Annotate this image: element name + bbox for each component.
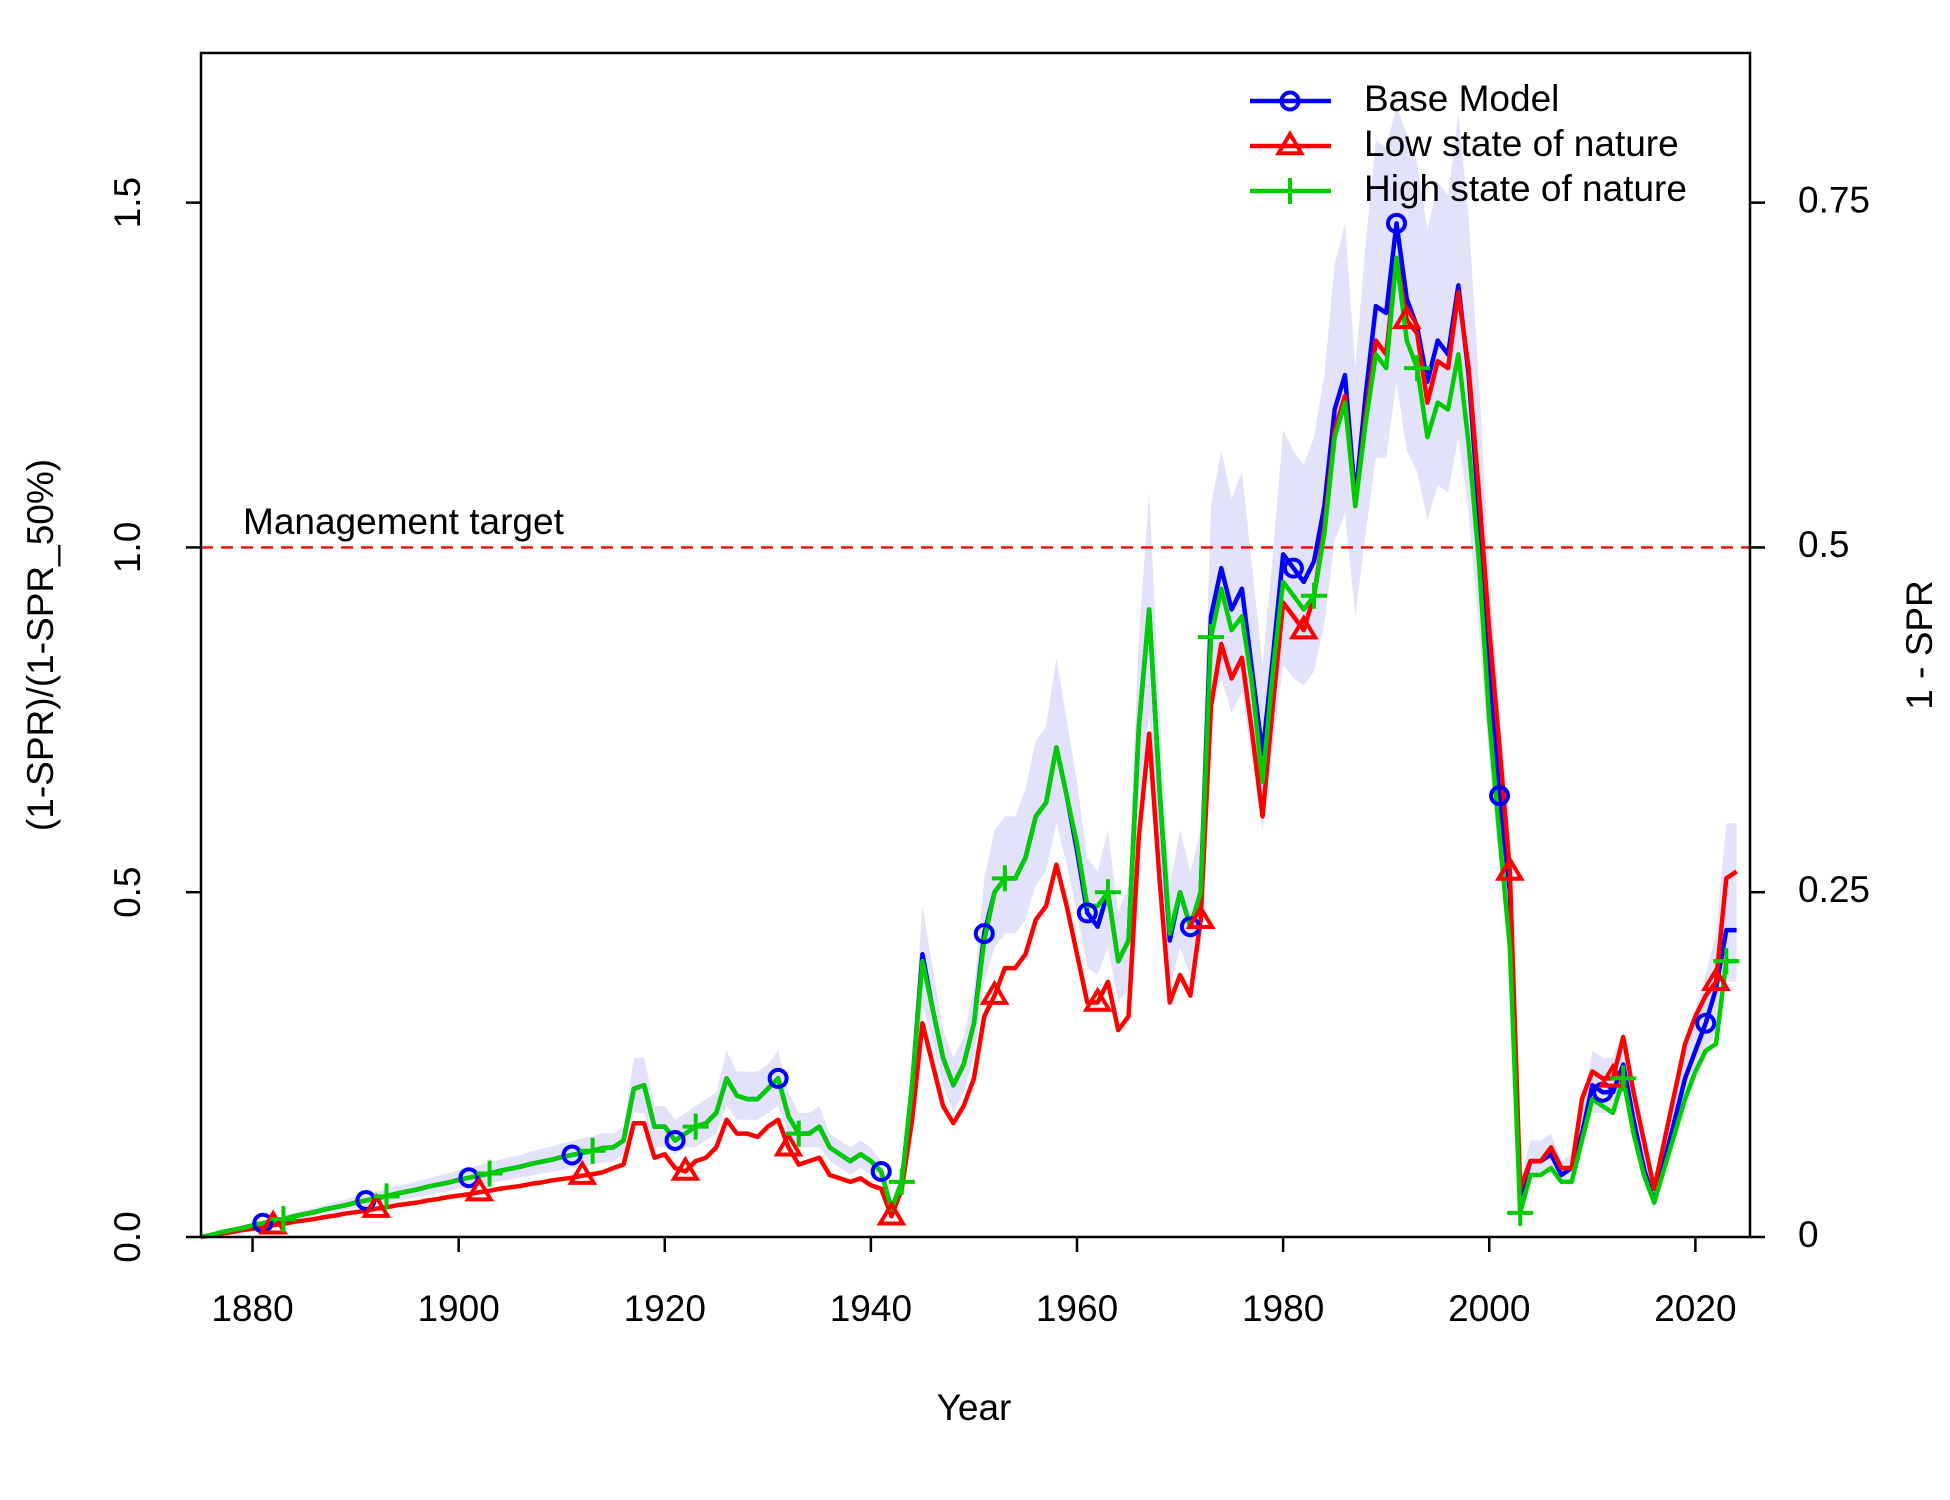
- marker: [1288, 614, 1319, 640]
- marker: [270, 1206, 297, 1233]
- marker: [1197, 624, 1224, 651]
- marker: [1279, 90, 1301, 112]
- legend-label: Low state of nature: [1364, 123, 1679, 164]
- reference-label: Management target: [243, 501, 565, 542]
- marker: [991, 865, 1018, 892]
- marker: [1185, 903, 1216, 929]
- marker: [476, 1160, 503, 1187]
- marker: [361, 1192, 392, 1218]
- marker: [1404, 355, 1431, 382]
- marker: [1713, 948, 1740, 975]
- confidence-band: [201, 106, 1737, 1237]
- marker: [664, 1129, 686, 1151]
- x-tick-label: 2000: [1448, 1288, 1530, 1329]
- marker: [973, 923, 995, 945]
- plot-frame: [199, 51, 1752, 1239]
- y2-tick-label: 0.5: [1798, 524, 1849, 565]
- marker: [567, 1159, 598, 1185]
- marker: [1301, 582, 1328, 609]
- y2-tick-label: 0.75: [1798, 179, 1870, 220]
- marker: [1507, 1199, 1534, 1226]
- y2-axis-title: 1 - SPR: [1899, 580, 1940, 710]
- y2-tick-label: 0.25: [1798, 869, 1870, 910]
- marker: [464, 1176, 495, 1202]
- marker: [458, 1167, 480, 1189]
- marker: [670, 1155, 701, 1181]
- marker: [1489, 785, 1511, 807]
- marker: [1701, 965, 1731, 992]
- x-tick-label: 2020: [1654, 1288, 1736, 1329]
- marker: [876, 1200, 907, 1226]
- y-tick-label: 0.0: [107, 1211, 148, 1262]
- marker: [1277, 178, 1303, 204]
- y-tick-label: 1.5: [107, 177, 148, 228]
- marker: [258, 1209, 289, 1235]
- x-axis-title: Year: [937, 1387, 1012, 1428]
- y-tick-label: 0.5: [107, 866, 148, 917]
- marker: [1076, 902, 1098, 924]
- marker: [682, 1113, 709, 1140]
- marker: [773, 1131, 804, 1157]
- plot-area: Management target: [200, 106, 1750, 1240]
- marker: [1275, 130, 1305, 156]
- marker: [373, 1183, 400, 1210]
- marker: [1391, 303, 1422, 330]
- marker: [785, 1120, 812, 1147]
- y2-tick-label: 0: [1798, 1214, 1819, 1255]
- legend-label: Base Model: [1364, 78, 1559, 119]
- marker: [1082, 986, 1113, 1012]
- x-tick-label: 1920: [624, 1288, 706, 1329]
- legend-label: High state of nature: [1364, 168, 1687, 209]
- y-axis-title: (1-SPR)/(1-SPR_50%): [20, 459, 61, 831]
- marker: [1386, 212, 1408, 234]
- x-tick-label: 1900: [417, 1288, 499, 1329]
- marker: [767, 1067, 789, 1089]
- x-tick-label: 1960: [1036, 1288, 1118, 1329]
- series-line: [200, 255, 1738, 1240]
- x-tick-label: 1880: [211, 1288, 293, 1329]
- marker: [1282, 557, 1304, 579]
- marker: [561, 1144, 583, 1166]
- y-tick-label: 1.0: [107, 522, 148, 573]
- marker: [1598, 1062, 1628, 1088]
- marker: [888, 1168, 915, 1195]
- marker: [979, 979, 1010, 1005]
- series-line: [200, 255, 1737, 1240]
- x-tick-label: 1980: [1242, 1288, 1324, 1329]
- x-tick-label: 1940: [830, 1288, 912, 1329]
- marker: [1094, 879, 1121, 906]
- marker: [1695, 1012, 1717, 1034]
- marker: [1494, 855, 1525, 881]
- marker: [870, 1160, 892, 1182]
- marker: [579, 1137, 606, 1164]
- marker: [1610, 1065, 1637, 1092]
